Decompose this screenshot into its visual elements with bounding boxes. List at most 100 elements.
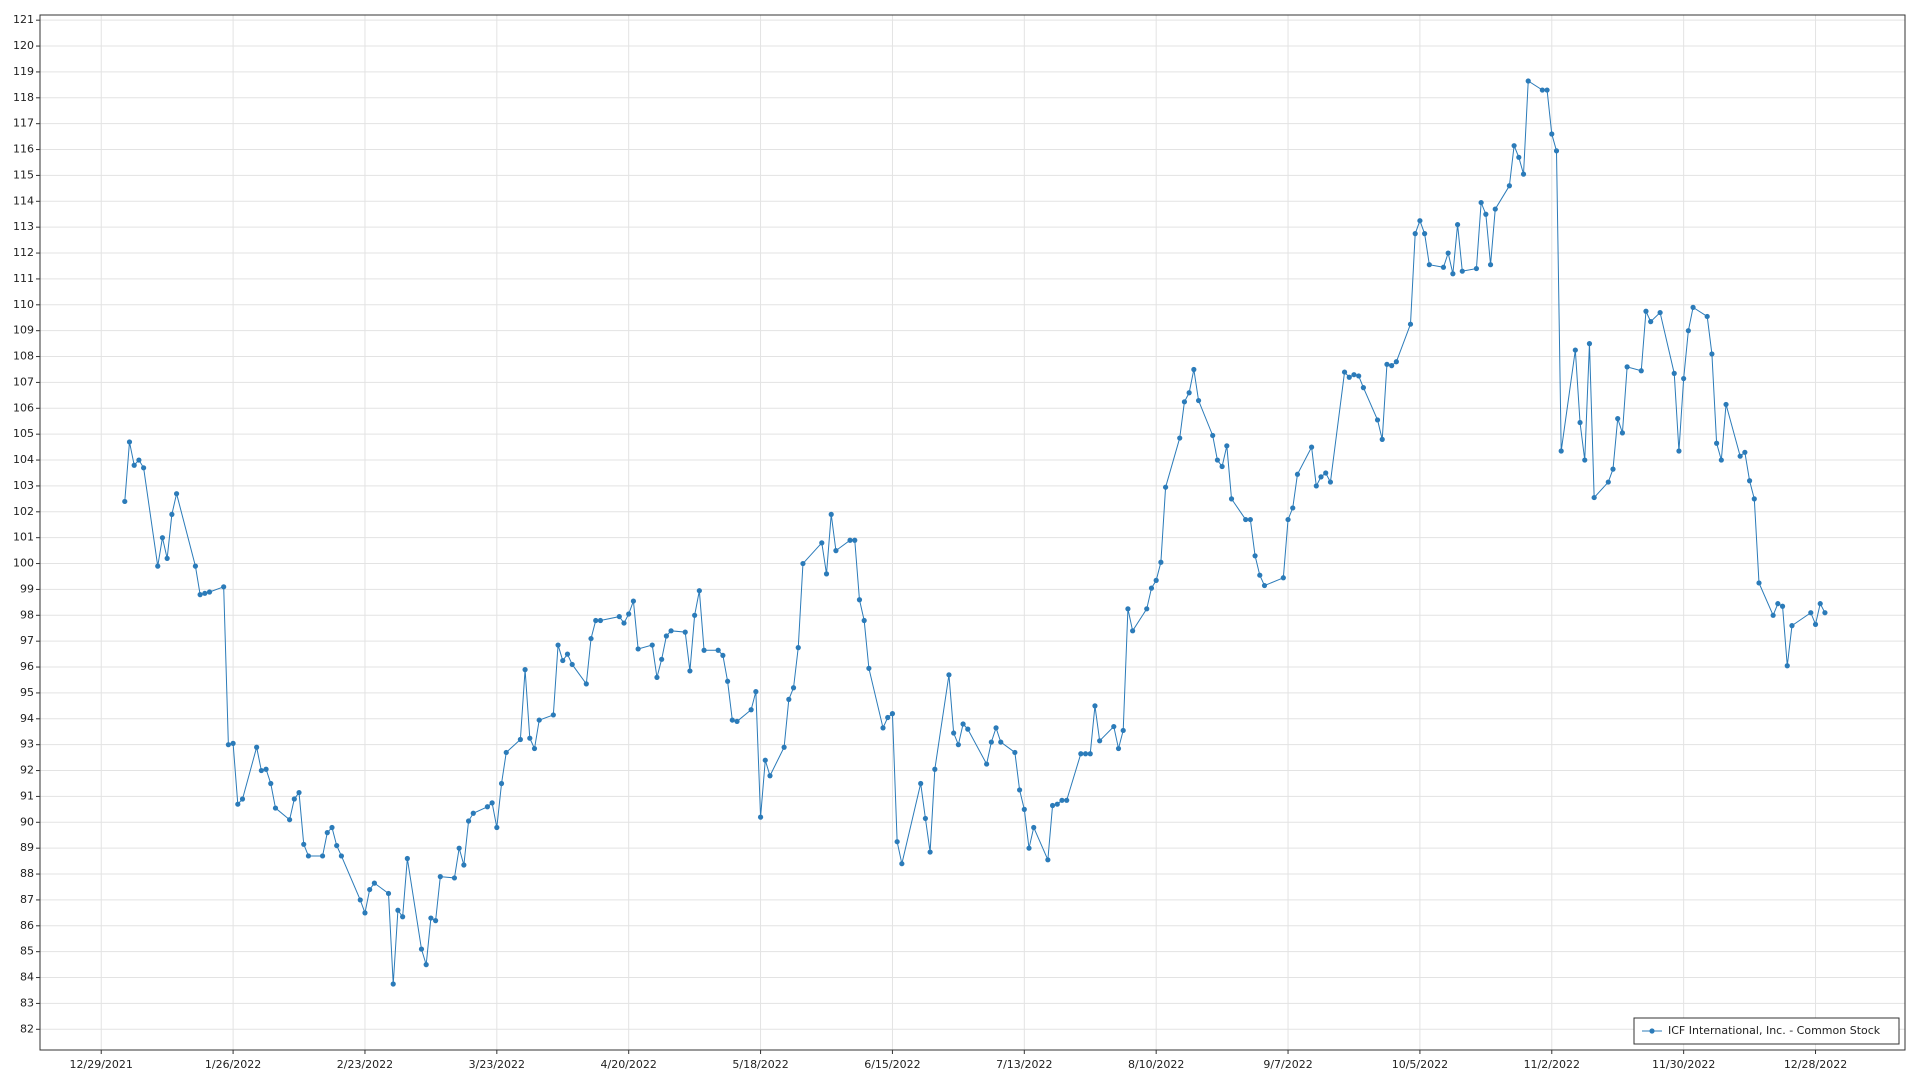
data-point <box>324 830 330 836</box>
data-point <box>1393 359 1399 365</box>
data-point <box>484 804 491 810</box>
legend: ICF International, Inc. - Common Stock <box>1633 1017 1900 1045</box>
data-point <box>1426 262 1432 268</box>
data-point <box>725 678 731 684</box>
y-tick-label: 103 <box>13 479 34 492</box>
data-point <box>569 661 575 668</box>
data-point <box>1648 319 1654 325</box>
data-point <box>889 711 896 717</box>
data-point <box>494 824 500 831</box>
data-point <box>1351 372 1357 378</box>
data-point <box>1243 516 1249 523</box>
data-point <box>1049 802 1056 809</box>
data-point <box>654 674 660 681</box>
data-point <box>136 457 142 463</box>
data-point <box>400 914 406 920</box>
data-point <box>1770 612 1776 618</box>
data-point <box>319 853 326 859</box>
data-point <box>258 767 264 774</box>
data-point <box>164 555 170 561</box>
data-point <box>1115 745 1122 752</box>
data-point <box>616 613 622 620</box>
x-tick-label: 8/10/2022 <box>1128 1058 1184 1071</box>
data-point <box>1478 199 1484 206</box>
data-point <box>560 657 566 664</box>
data-point <box>1539 87 1545 93</box>
data-point <box>1516 154 1522 160</box>
y-tick-label: 102 <box>13 505 34 518</box>
data-point <box>1605 479 1611 485</box>
data-point <box>1709 351 1715 357</box>
data-point <box>1252 553 1258 559</box>
y-tick-label: 111 <box>13 272 34 285</box>
data-point <box>1158 559 1164 565</box>
data-point <box>122 498 128 505</box>
data-point <box>1327 479 1334 485</box>
data-point <box>1059 797 1065 803</box>
y-tick-label: 121 <box>13 13 34 26</box>
data-point <box>692 612 698 618</box>
data-point <box>1087 751 1093 757</box>
x-tick-label: 3/23/2022 <box>469 1058 525 1071</box>
data-point <box>1064 797 1070 803</box>
data-point <box>1454 221 1461 228</box>
data-point <box>659 656 665 662</box>
data-point <box>965 726 971 732</box>
data-point <box>1016 787 1023 793</box>
data-point <box>1450 271 1456 277</box>
data-point <box>131 462 137 468</box>
data-point <box>588 635 594 642</box>
data-point <box>550 712 556 718</box>
data-point <box>621 620 627 626</box>
data-point <box>1308 444 1315 450</box>
data-point <box>1779 603 1786 609</box>
data-point <box>1384 361 1390 367</box>
data-point <box>1681 375 1687 382</box>
data-point <box>1219 463 1225 470</box>
x-tick-label: 10/5/2022 <box>1392 1058 1448 1071</box>
data-point <box>1483 211 1489 217</box>
data-point <box>433 918 439 924</box>
data-point <box>1440 264 1447 270</box>
data-point <box>1591 494 1597 501</box>
data-point <box>1676 448 1682 454</box>
data-point <box>1657 309 1663 316</box>
data-point <box>1341 369 1348 375</box>
data-point <box>1181 399 1188 405</box>
data-point <box>428 915 434 921</box>
data-point <box>946 672 952 678</box>
data-point <box>1643 308 1649 314</box>
data-point <box>1125 606 1131 612</box>
data-point <box>833 548 839 554</box>
data-point <box>1417 218 1423 224</box>
data-point <box>918 780 924 787</box>
data-point <box>334 842 340 849</box>
data-point <box>1756 580 1762 586</box>
data-point <box>329 824 335 831</box>
data-point <box>225 742 231 748</box>
data-point <box>451 875 458 881</box>
data-point <box>790 685 797 691</box>
y-tick-label: 105 <box>13 427 34 440</box>
data-point <box>1130 628 1136 634</box>
data-point <box>649 642 655 648</box>
data-point <box>465 818 472 824</box>
data-point <box>404 855 410 862</box>
data-point <box>1379 436 1385 442</box>
data-point <box>1186 390 1192 396</box>
data-point <box>1407 321 1414 327</box>
y-tick-label: 87 <box>20 893 34 906</box>
data-point <box>555 642 561 648</box>
data-point <box>1671 370 1677 376</box>
data-point <box>362 910 368 916</box>
data-point <box>498 780 505 787</box>
data-point <box>230 740 236 746</box>
data-point <box>1012 749 1018 756</box>
data-point <box>1144 606 1150 612</box>
y-tick-label: 106 <box>13 401 34 414</box>
data-point <box>390 981 396 987</box>
y-tick-label: 89 <box>20 841 34 854</box>
data-point <box>1111 723 1117 730</box>
data-point <box>1360 385 1366 391</box>
data-point <box>141 465 147 471</box>
